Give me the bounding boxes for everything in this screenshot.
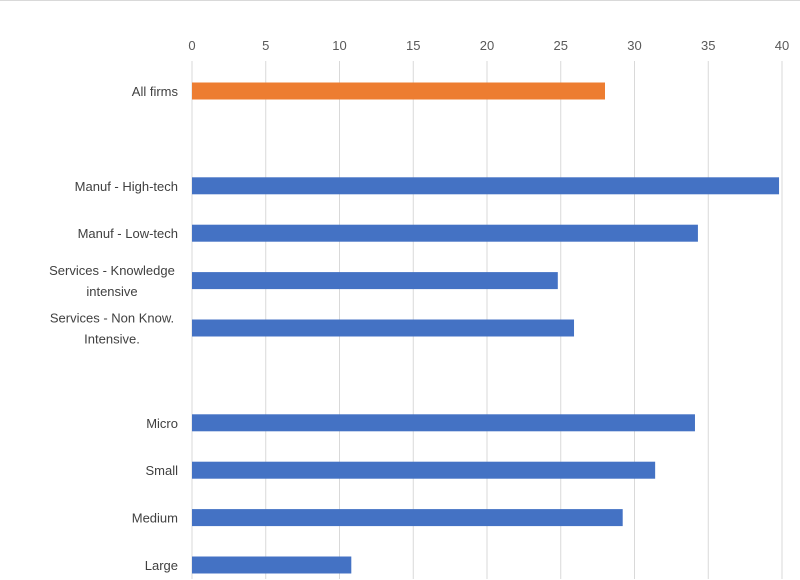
category-labels: All firms Manuf - High-tech Manuf - Low-te… — [49, 84, 178, 573]
x-tick-label: 40 — [775, 38, 789, 53]
bar-4 — [192, 319, 575, 337]
x-tick-label: 15 — [406, 38, 420, 53]
category-label: All firms — [132, 84, 179, 99]
x-tick-label: 5 — [262, 38, 269, 53]
bar-8 — [192, 556, 352, 574]
category-label: Medium — [132, 511, 178, 526]
bar-0 — [192, 82, 605, 100]
category-label: Micro — [146, 416, 178, 431]
category-label: intensive — [86, 284, 137, 299]
bar-7 — [192, 509, 623, 527]
x-tick-label: 25 — [554, 38, 568, 53]
x-tick-label: 10 — [332, 38, 346, 53]
bars — [192, 82, 780, 574]
bar-5 — [192, 414, 695, 432]
category-label: Manuf - High-tech — [75, 179, 178, 194]
category-label: Manuf - Low-tech — [78, 226, 178, 241]
category-label: Intensive. — [84, 332, 140, 347]
x-tick-label: 35 — [701, 38, 715, 53]
x-axis-ticks: 0 5 10 15 20 25 30 35 40 — [188, 38, 789, 53]
bar-1 — [192, 177, 780, 195]
category-label: Services - Knowledge — [49, 263, 175, 278]
bar-2 — [192, 224, 698, 242]
x-tick-label: 0 — [188, 38, 195, 53]
category-label: Large — [145, 558, 178, 573]
category-label: Services - Non Know. — [50, 311, 174, 326]
bar-3 — [192, 272, 558, 290]
x-tick-label: 20 — [480, 38, 494, 53]
category-label: Small — [145, 463, 178, 478]
bar-6 — [192, 461, 656, 479]
x-tick-label: 30 — [627, 38, 641, 53]
